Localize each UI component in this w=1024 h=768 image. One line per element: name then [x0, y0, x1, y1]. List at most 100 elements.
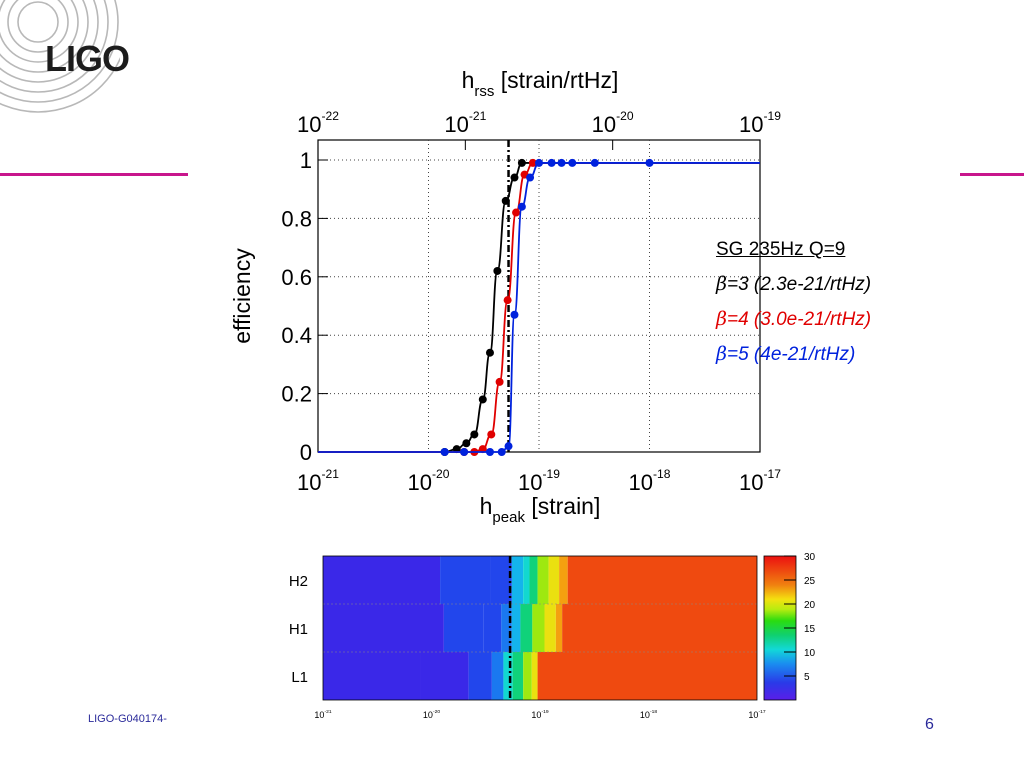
colorbar-tick-label: 25: [804, 576, 816, 587]
heatmap-cell: [523, 652, 532, 700]
x-bottom-tick-label: 10-21: [297, 467, 339, 495]
series-point-1: [512, 208, 521, 217]
legend-title: SG 235Hz Q=9: [716, 239, 846, 260]
heatmap-cell: [562, 604, 757, 652]
ligo-swirl-logo: [0, 0, 120, 113]
heatmap-cell: [511, 604, 521, 652]
efficiency-chart: 10-21 10-20 10-19 10-18 10-17 0 0.2 0.4 0.6 0.8 1 1…: [229, 67, 781, 526]
colorbar-tick-label: 5: [804, 672, 810, 683]
series-point-2: [547, 158, 556, 167]
y-tick-label: 0.4: [281, 323, 312, 348]
series-point-0: [510, 173, 519, 182]
series-point-2: [497, 448, 506, 456]
series-point-2: [590, 158, 599, 167]
x-bottom-tick-label: 10-17: [739, 467, 781, 495]
heatmap-cell: [531, 652, 538, 700]
page-number: 6: [925, 716, 934, 733]
series-point-0: [470, 430, 479, 439]
heatmap-cell: [537, 556, 549, 604]
ligo-logo-text: LIGO: [45, 38, 130, 79]
series-point-0: [485, 348, 494, 357]
heatmap-cell: [323, 604, 444, 652]
legend-entry-text: =5 (4e-21/rtHz): [726, 344, 856, 365]
colorbar-tick-label: 10: [804, 648, 816, 659]
y-tick-label: 0.8: [281, 206, 312, 231]
x-top-tick-label: 10-21: [444, 109, 486, 137]
series-point-2: [440, 448, 449, 456]
heatmap-cell: [323, 556, 441, 604]
legend-entry-beta3: β=3 (2.3e-21/rtHz): [716, 267, 871, 302]
heatmap-cell: [483, 604, 502, 652]
series-point-2: [526, 173, 535, 182]
heatmap-frame: [322, 555, 758, 701]
heatmap-cell: [511, 556, 524, 604]
series-point-2: [517, 202, 526, 211]
heatmap-cell: [420, 652, 469, 700]
series-point-0: [462, 439, 471, 448]
heatmap-cell: [491, 652, 504, 700]
heatmap-cell: [512, 652, 524, 700]
left-accent-rule: [0, 173, 188, 176]
series-point-0: [501, 196, 510, 205]
series-point-0: [493, 266, 502, 275]
x-bottom-tick-label: 10-19: [518, 467, 560, 495]
heatmap-row-label: H1: [289, 621, 308, 638]
legend-beta-symbol: β: [716, 308, 727, 330]
x-bottom-tick-label: 10-20: [408, 467, 450, 495]
heatmap-cell: [443, 604, 484, 652]
heatmap-cell: [523, 556, 530, 604]
x-top-tick-label: 10-20: [592, 109, 634, 137]
heatmap-row-label: H2: [289, 573, 308, 590]
heatmap-cell: [548, 556, 560, 604]
series-point-2: [535, 158, 543, 167]
series-point-1: [478, 445, 487, 454]
heatmap-cell: [555, 604, 563, 652]
series-point-1: [495, 377, 504, 386]
heatmap-cell: [567, 556, 757, 604]
x-bottom-tick-label: 10-18: [629, 467, 671, 495]
heatmap-cell: [503, 652, 513, 700]
series-point-0: [478, 395, 487, 404]
heatmap-x-tick-label: 10-19: [531, 709, 548, 720]
series-point-2: [485, 448, 494, 456]
footer-document-id: LIGO-G040174-: [88, 713, 167, 725]
x-axis-title-top: hrss [strain/rtHz]: [462, 67, 619, 100]
heatmap-cell: [544, 604, 556, 652]
y-tick-label: 0: [300, 440, 312, 465]
colorbar-tick-label: 15: [804, 624, 816, 635]
y-axis-title: efficiency: [229, 248, 255, 344]
heatmap-cell: [501, 604, 512, 652]
y-tick-label: 0.6: [281, 265, 312, 290]
series-point-1: [487, 430, 496, 439]
series-point-2: [557, 158, 566, 167]
x-top-tick-label: 10-22: [297, 109, 339, 137]
x-axis-title-bottom: hpeak [strain]: [480, 493, 601, 526]
y-tick-label: 1: [300, 148, 312, 173]
series-point-2: [504, 442, 513, 451]
heatmap-cell: [468, 652, 492, 700]
right-accent-rule: [960, 173, 1024, 176]
heatmap-cell: [490, 556, 512, 604]
series-point-0: [452, 445, 461, 454]
heatmap-row-label: L1: [291, 669, 308, 686]
heatmap-cell: [520, 604, 533, 652]
chart-legend: SG 235Hz Q=9 β=3 (2.3e-21/rtHz) β=4 (3.0…: [716, 232, 871, 372]
series-point-1: [503, 296, 512, 305]
legend-beta-symbol: β: [716, 343, 727, 365]
series-point-2: [510, 310, 519, 319]
colorbar-tick-label: 30: [804, 552, 816, 563]
series-point-1: [528, 158, 537, 167]
heatmap-cell: [532, 604, 545, 652]
colorbar-tick-label: 20: [804, 600, 816, 611]
heatmap-x-tick-label: 10-21: [314, 709, 331, 720]
x-top-tick-label: 10-19: [739, 109, 781, 137]
legend-entry-text: =3 (2.3e-21/rtHz): [726, 274, 872, 295]
series-point-2: [645, 158, 654, 167]
heatmap-cell: [529, 556, 538, 604]
legend-beta-symbol: β: [716, 273, 727, 295]
y-tick-label: 0.2: [281, 382, 312, 407]
heatmap-x-tick-label: 10-17: [748, 709, 765, 720]
heatmap-cell: [440, 556, 491, 604]
heatmap-cell: [323, 652, 421, 700]
legend-entry-text: =4 (3.0e-21/rtHz): [726, 309, 872, 330]
